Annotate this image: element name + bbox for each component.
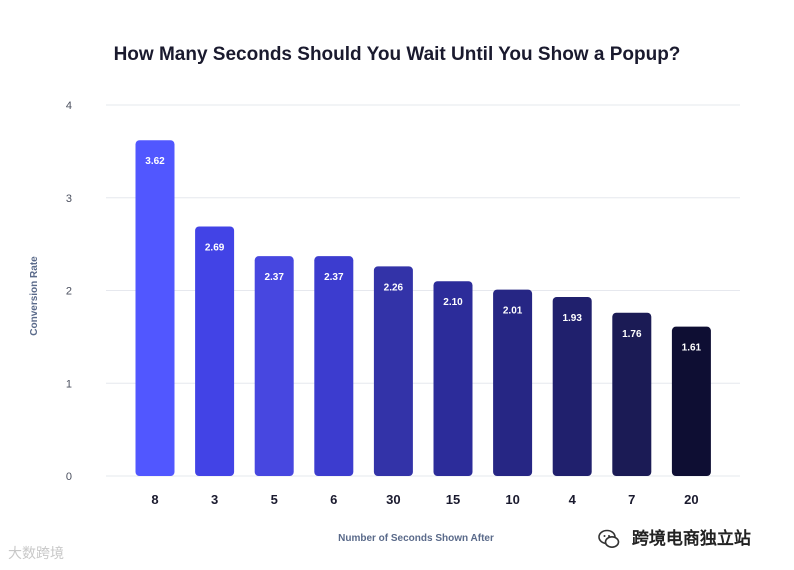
bar-value-label: 2.10 [443, 297, 463, 308]
bar-value-label: 2.37 [264, 272, 284, 283]
x-tick-label: 3 [211, 492, 218, 507]
bar-6 [314, 256, 354, 476]
x-tick-label: 7 [628, 492, 635, 507]
x-tick-label: 10 [505, 492, 519, 507]
chart-title: How Many Seconds Should You Wait Until Y… [114, 44, 681, 65]
bar-value-label: 2.37 [324, 272, 344, 283]
x-axis-label: Number of Seconds Shown After [338, 533, 494, 544]
x-tick-label: 5 [271, 492, 278, 507]
bar-30 [373, 266, 413, 476]
y-axis-label: Conversion Rate [29, 256, 40, 336]
bar-value-label: 1.61 [682, 343, 702, 354]
wechat-icon [598, 529, 620, 548]
bar-value-label: 1.76 [622, 329, 642, 340]
y-tick-label: 4 [66, 100, 72, 112]
bar-value-label: 1.93 [562, 313, 582, 324]
bar-20 [671, 326, 711, 476]
bar-value-label: 3.62 [145, 156, 165, 167]
bar-8 [135, 140, 175, 476]
bar-4 [552, 296, 592, 476]
y-tick-label: 1 [66, 378, 72, 390]
bar-5 [254, 256, 294, 476]
x-tick-label: 4 [569, 492, 577, 507]
bars [135, 140, 711, 476]
watermark-left-text: 大数跨境 [8, 546, 64, 562]
bar-7 [612, 312, 652, 476]
x-tick-label: 15 [446, 492, 460, 507]
bar-value-label: 2.01 [503, 306, 523, 317]
bar-10 [493, 289, 533, 476]
x-tick-label: 30 [386, 492, 400, 507]
x-tick-label: 8 [151, 492, 158, 507]
y-axis-ticks: 0 1 2 3 4 [66, 100, 72, 483]
y-tick-label: 3 [66, 193, 72, 205]
watermark-right: 跨境电商独立站 [598, 524, 751, 550]
bar-value-labels: 3.62 2.69 2.37 2.37 2.26 2.10 2.01 1.93 1.76 1.61 [145, 156, 701, 353]
y-tick-label: 0 [66, 471, 72, 483]
watermark-left: 大数跨境 [8, 543, 64, 563]
y-tick-label: 2 [66, 286, 72, 298]
bar-value-label: 2.26 [384, 282, 404, 293]
x-tick-label: 6 [330, 492, 337, 507]
watermark-right-text: 跨境电商独立站 [631, 529, 751, 549]
x-axis-ticks: 8 3 5 6 30 15 10 4 7 20 [151, 492, 698, 507]
bar-15 [433, 281, 473, 476]
bar-value-label: 2.69 [205, 243, 225, 254]
bar-3 [195, 226, 235, 476]
x-tick-label: 20 [684, 492, 698, 507]
